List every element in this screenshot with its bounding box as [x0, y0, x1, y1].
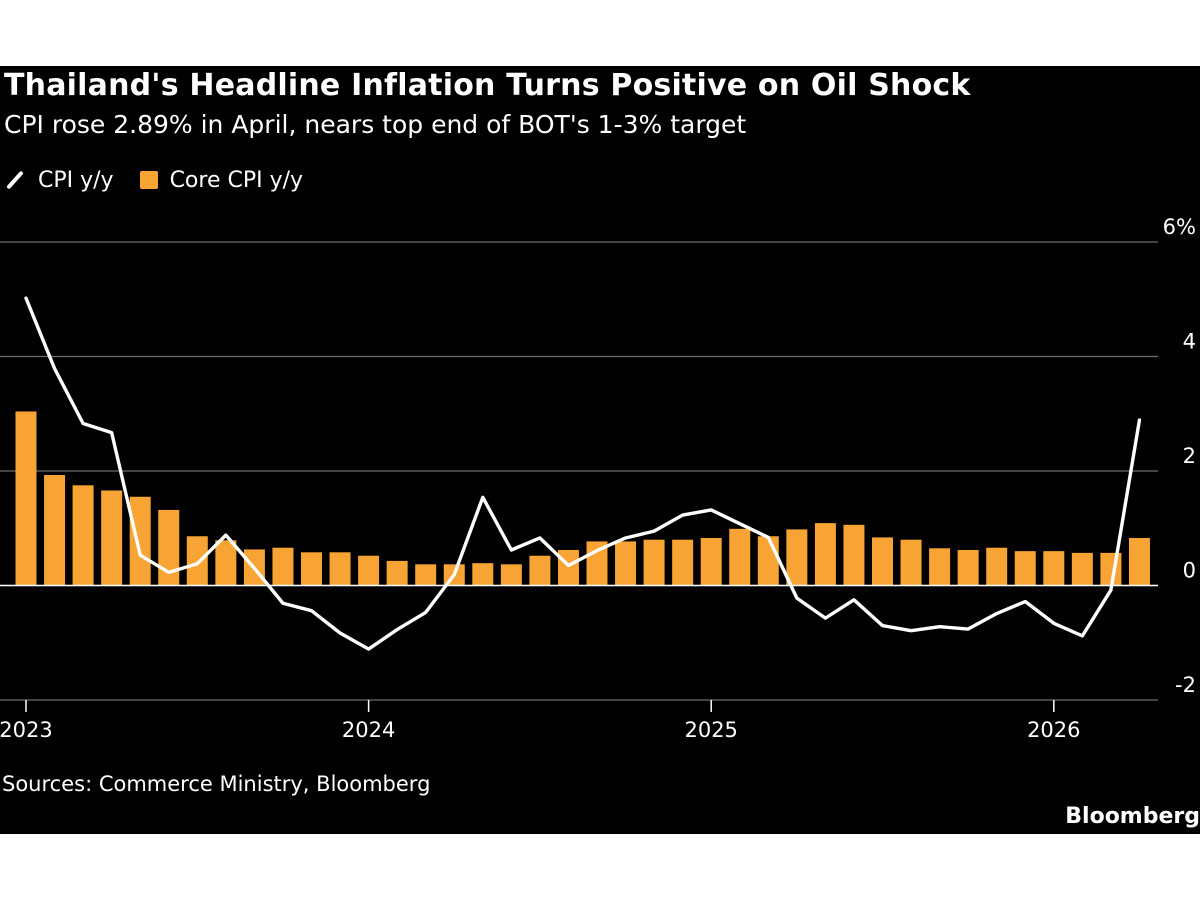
bar-core-cpi: [900, 539, 922, 586]
bar-core-cpi: [472, 563, 494, 586]
bar-core-cpi: [15, 411, 37, 586]
y-tick-label: -2: [1175, 673, 1196, 697]
cpi-line: [24, 296, 1142, 651]
x-tick-label: 2025: [684, 718, 737, 742]
bar-core-cpi: [729, 528, 751, 586]
bar-core-cpi: [786, 529, 808, 586]
bar-core-cpi: [329, 552, 351, 586]
source-note: Sources: Commerce Ministry, Bloomberg: [2, 772, 431, 796]
legend: CPI y/y Core CPI y/y: [4, 166, 329, 194]
bar-core-cpi: [1071, 552, 1093, 586]
legend-bar-swatch: [139, 171, 158, 189]
bar-core-cpi: [843, 524, 865, 586]
legend-label-cpi: CPI y/y: [38, 167, 114, 193]
bar-core-cpi: [615, 541, 637, 586]
bar-core-cpi: [872, 537, 893, 586]
bar-core-cpi: [929, 548, 951, 586]
chart-title: Thailand's Headline Inflation Turns Posi…: [4, 68, 971, 103]
bar-core-cpi: [72, 485, 94, 586]
x-tick-label: 2024: [342, 718, 395, 742]
y-tick-label: 0: [1183, 559, 1196, 583]
bar-core-cpi: [129, 496, 151, 586]
bar-core-cpi: [358, 555, 380, 586]
y-tick-label: 4: [1183, 330, 1196, 354]
bar-core-cpi: [672, 539, 694, 586]
bar-core-cpi: [700, 537, 722, 586]
x-tick-label: 2026: [1027, 718, 1080, 742]
bar-core-cpi: [986, 547, 1008, 586]
bar-core-cpi: [272, 547, 294, 586]
bar-core-cpi: [215, 540, 237, 586]
chart-plot: 6% 4 2 0 -2 2023 2024 2025 2026: [0, 215, 1196, 742]
bar-core-cpi: [957, 550, 979, 586]
bar-core-cpi: [44, 475, 66, 586]
bar-core-cpi: [1014, 551, 1036, 586]
bar-core-cpi: [386, 560, 408, 586]
chart-panel: Thailand's Headline Inflation Turns Posi…: [0, 66, 1200, 834]
bar-core-cpi: [1128, 537, 1150, 586]
bar-core-cpi: [1043, 551, 1065, 586]
chart-subtitle: CPI rose 2.89% in April, nears top end o…: [4, 110, 747, 139]
legend-item-core-cpi: Core CPI y/y: [139, 167, 304, 193]
bar-core-cpi: [301, 552, 322, 586]
bar-core-cpi: [101, 490, 123, 586]
legend-label-core-cpi: Core CPI y/y: [169, 167, 304, 193]
bar-core-cpi: [186, 536, 208, 586]
bar-core-cpi: [814, 523, 836, 586]
bloomberg-logo: Bloomberg: [1065, 804, 1200, 829]
bar-core-cpi: [529, 555, 551, 586]
legend-item-cpi: CPI y/y: [4, 168, 114, 193]
bar-core-cpi: [158, 509, 180, 586]
y-tick-label: 2: [1183, 444, 1196, 468]
bar-core-cpi: [500, 564, 522, 586]
bar-core-cpi: [415, 564, 437, 586]
x-tick-label: 2023: [0, 718, 53, 742]
bar-core-cpi: [643, 539, 665, 586]
bar-core-cpi: [557, 550, 579, 586]
bar-core-cpi: [757, 536, 779, 586]
y-tick-label: 6%: [1163, 215, 1196, 239]
